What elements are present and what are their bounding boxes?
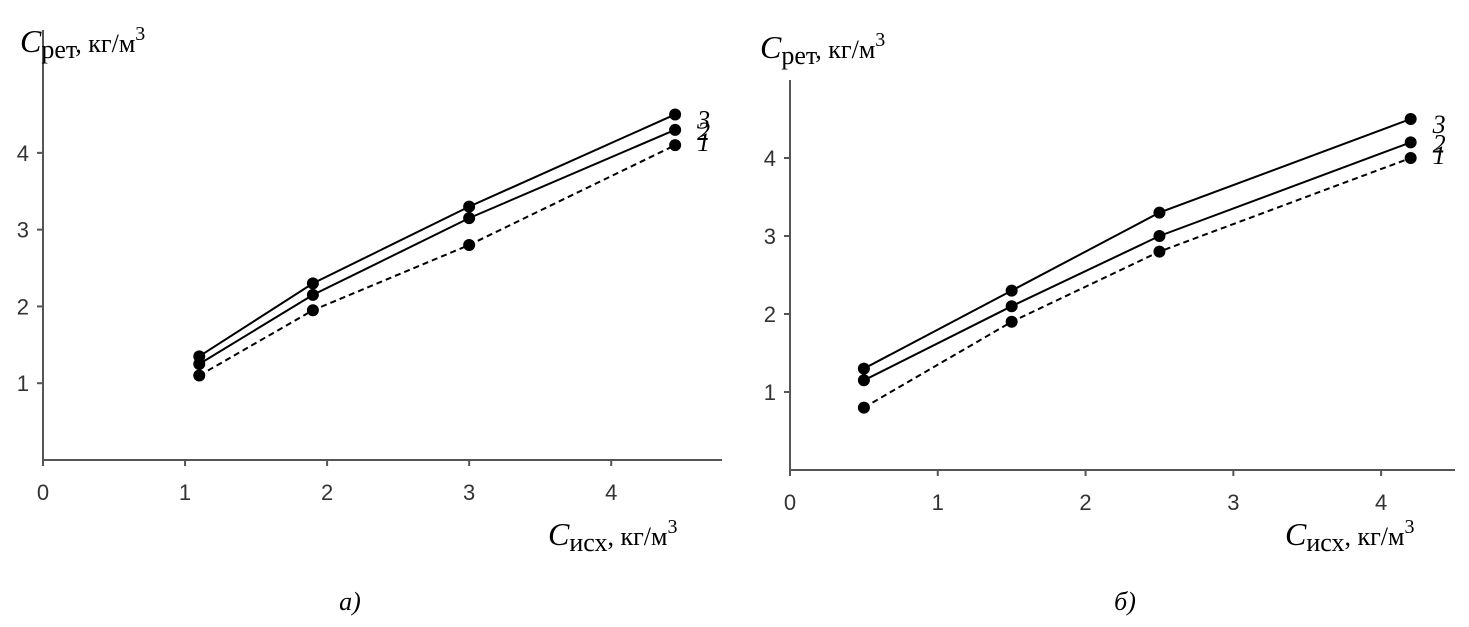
series-line bbox=[863, 157, 1412, 409]
data-point bbox=[1005, 284, 1018, 297]
x-axis-label: Cисх, кг/м3 bbox=[1285, 516, 1414, 557]
data-point bbox=[306, 277, 319, 290]
data-point bbox=[669, 108, 682, 121]
label-superscript: 3 bbox=[875, 29, 885, 51]
label-unit: , кг/м bbox=[75, 29, 135, 58]
x-tick-label: 1 bbox=[179, 480, 191, 505]
data-point bbox=[1404, 152, 1417, 164]
x-tick-label: 3 bbox=[463, 480, 475, 505]
data-point bbox=[1404, 136, 1417, 149]
data-point bbox=[1005, 315, 1018, 328]
data-point bbox=[1153, 206, 1166, 219]
series-line bbox=[198, 113, 676, 358]
y-tick-label: 4 bbox=[17, 141, 29, 166]
y-tick-label: 2 bbox=[17, 294, 29, 319]
series-line bbox=[198, 144, 676, 377]
x-axis-label: Cисх, кг/м3 bbox=[548, 516, 677, 557]
data-point bbox=[463, 200, 476, 213]
y-tick-label: 1 bbox=[17, 371, 29, 396]
label-unit: , кг/м bbox=[815, 35, 875, 64]
series-line bbox=[863, 118, 1412, 370]
panel-caption: а) bbox=[339, 587, 361, 616]
label-unit: , кг/м bbox=[607, 522, 667, 551]
data-point bbox=[1153, 245, 1166, 258]
data-point bbox=[669, 123, 682, 136]
x-tick-label: 0 bbox=[784, 490, 796, 515]
curve-label: 1 bbox=[1433, 141, 1446, 170]
label-subscript: рет bbox=[781, 41, 817, 70]
data-point bbox=[306, 288, 319, 301]
label-subscript: исх bbox=[569, 528, 607, 557]
label-symbol: C bbox=[1285, 516, 1307, 552]
y-tick-label: 3 bbox=[17, 218, 29, 243]
label-symbol: C bbox=[760, 29, 782, 65]
curve-label: 1 bbox=[697, 128, 710, 157]
data-point bbox=[857, 374, 870, 387]
curve-label: 2 bbox=[697, 117, 710, 146]
label-unit: , кг/м bbox=[1344, 522, 1404, 551]
y-tick-label: 4 bbox=[764, 146, 776, 171]
label-subscript: рет bbox=[41, 35, 77, 64]
x-tick-label: 2 bbox=[1079, 490, 1091, 515]
y-tick-label: 3 bbox=[764, 224, 776, 249]
data-point bbox=[193, 369, 206, 382]
label-superscript: 3 bbox=[135, 23, 145, 45]
data-point bbox=[857, 362, 870, 375]
label-superscript: 3 bbox=[667, 516, 677, 538]
label-subscript: исх bbox=[1306, 528, 1344, 557]
y-tick-label: 2 bbox=[764, 302, 776, 327]
y-axis-label: Cрет, кг/м3 bbox=[760, 29, 885, 70]
curve-label: 2 bbox=[1433, 129, 1446, 158]
x-tick-label: 4 bbox=[1375, 490, 1387, 515]
x-tick-label: 0 bbox=[37, 480, 49, 505]
label-superscript: 3 bbox=[1404, 516, 1414, 538]
x-tick-label: 3 bbox=[1227, 490, 1239, 515]
data-point bbox=[1153, 230, 1166, 242]
y-axis-label: Cрет, кг/м3 bbox=[20, 23, 145, 64]
curve-label: 3 bbox=[696, 105, 710, 134]
panel-caption: б) bbox=[1114, 587, 1136, 616]
data-point bbox=[306, 304, 319, 317]
data-point bbox=[1005, 300, 1018, 313]
label-symbol: C bbox=[548, 516, 570, 552]
label-symbol: C bbox=[20, 23, 42, 59]
x-tick-label: 2 bbox=[321, 480, 333, 505]
series-line bbox=[863, 141, 1412, 382]
curve-label: 3 bbox=[1432, 110, 1446, 139]
data-point bbox=[463, 239, 476, 251]
data-point bbox=[669, 139, 682, 152]
data-point bbox=[857, 401, 870, 414]
data-point bbox=[1404, 113, 1417, 125]
x-tick-label: 4 bbox=[605, 480, 617, 505]
data-point bbox=[463, 212, 476, 225]
x-tick-label: 1 bbox=[932, 490, 944, 515]
y-tick-label: 1 bbox=[764, 380, 776, 405]
data-point bbox=[193, 350, 206, 363]
series-line bbox=[198, 128, 676, 365]
